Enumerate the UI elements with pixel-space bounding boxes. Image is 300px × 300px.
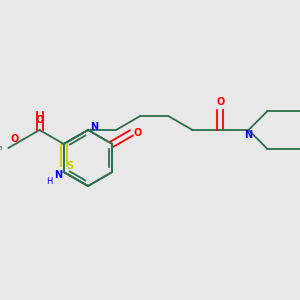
Text: N: N <box>90 122 98 132</box>
Text: N: N <box>244 130 253 140</box>
Text: O: O <box>133 128 141 138</box>
Text: S: S <box>66 161 73 171</box>
Text: O: O <box>216 97 225 107</box>
Text: O: O <box>11 134 19 144</box>
Text: N: N <box>54 170 62 180</box>
Text: H: H <box>46 178 53 187</box>
Text: O: O <box>35 115 44 125</box>
Text: CH₃: CH₃ <box>0 143 3 152</box>
